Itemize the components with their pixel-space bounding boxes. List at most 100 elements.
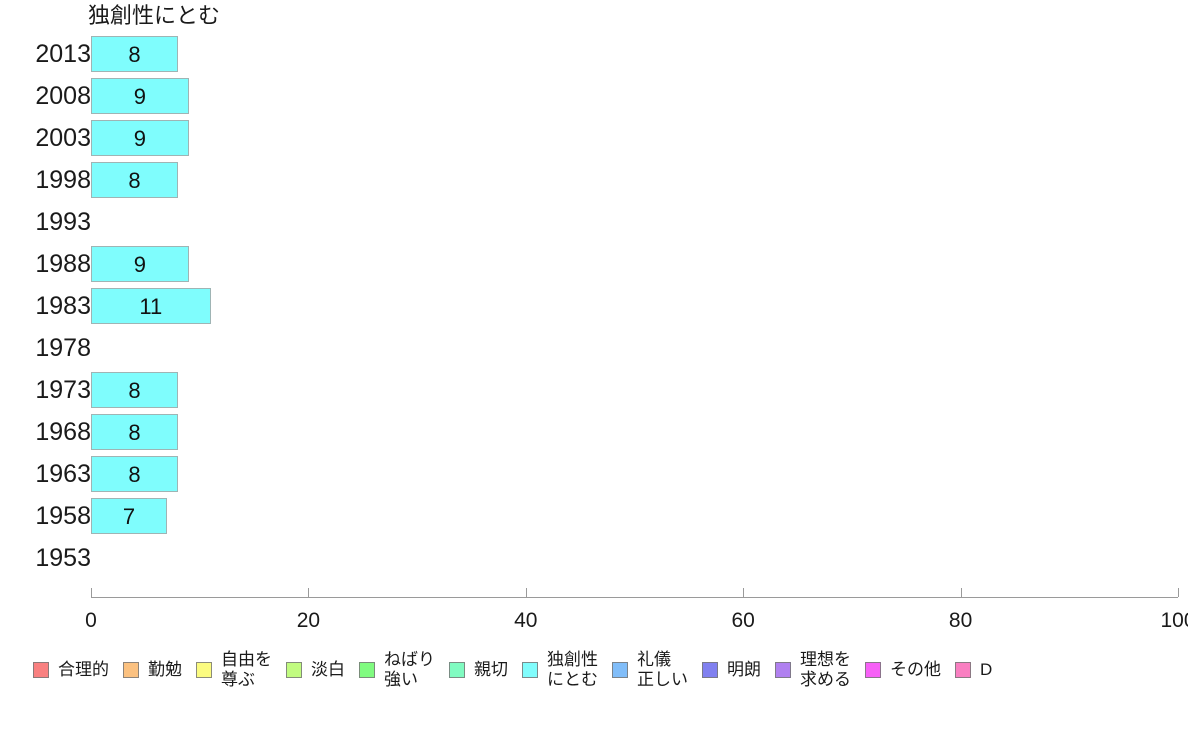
legend-swatch-icon — [955, 662, 971, 678]
bar-value-label: 8 — [128, 168, 141, 193]
y-axis-tick-label: 1978 — [35, 334, 91, 362]
bar[interactable]: 7 — [91, 498, 168, 534]
bar[interactable]: 9 — [91, 78, 189, 114]
x-axis-tick-label: 20 — [296, 609, 321, 632]
y-axis-tick-label: 1968 — [35, 418, 91, 446]
legend-swatch-icon — [123, 662, 139, 678]
bar-row: 2013 8 — [0, 33, 1188, 75]
legend-swatch-icon — [522, 662, 538, 678]
legend-item-label: 合理的 — [58, 660, 109, 679]
legend-item-label: 親切 — [474, 660, 508, 679]
x-axis-tick-label: 40 — [514, 609, 538, 632]
x-axis-tick — [960, 588, 962, 597]
legend-item[interactable]: 合理的 — [33, 660, 109, 680]
legend-item-label: 独創性 にとむ — [547, 650, 598, 689]
bar[interactable]: 9 — [91, 120, 189, 156]
y-axis-tick-label: 1993 — [35, 208, 91, 236]
x-axis-tick-label: 80 — [948, 609, 973, 632]
legend-item-label: 明朗 — [727, 660, 761, 679]
legend-item[interactable]: ねばり 強い — [359, 650, 435, 690]
bar-value-label: 7 — [122, 504, 136, 529]
x-axis-tick — [1178, 588, 1179, 597]
x-axis-tick — [743, 588, 745, 597]
bar-container: 8 — [91, 456, 178, 492]
bar-value-label: 8 — [128, 378, 141, 403]
legend-item[interactable]: 明朗 — [702, 660, 761, 680]
legend-item-label: D — [980, 660, 993, 679]
legend-swatch-icon — [449, 662, 465, 678]
legend-item-label: その他 — [890, 660, 941, 679]
bar[interactable]: 8 — [91, 414, 178, 450]
legend-item-label: ねばり 強い — [384, 650, 435, 689]
y-axis-tick-label: 1973 — [35, 376, 91, 404]
legend-swatch-icon — [196, 662, 212, 678]
legend-item-label: 淡白 — [311, 660, 345, 679]
chart-legend: 合理的 勤勉 自由を 尊ぶ 淡白 ねばり 強い 親切 独創性 にとむ 礼儀 正しい 明朗 理想を … — [0, 640, 1188, 700]
bar-value-label: 9 — [133, 252, 147, 277]
legend-item[interactable]: 親切 — [449, 660, 508, 680]
bar-value-label: 9 — [133, 126, 147, 151]
legend-swatch-icon — [286, 662, 302, 678]
legend-item[interactable]: その他 — [865, 660, 941, 680]
y-axis-tick-label: 1988 — [35, 250, 91, 278]
legend-item[interactable]: 自由を 尊ぶ — [196, 650, 272, 690]
legend-item[interactable]: 理想を 求める — [775, 650, 851, 690]
bar-row: 1998 8 — [0, 159, 1188, 201]
legend-swatch-icon — [865, 662, 881, 678]
x-axis-tick — [308, 588, 310, 597]
bar[interactable]: 8 — [91, 162, 178, 198]
x-axis-tick-label: 60 — [731, 609, 755, 632]
bar-row: 1973 8 — [0, 369, 1188, 411]
legend-swatch-icon — [33, 662, 49, 678]
legend-item[interactable]: 礼儀 正しい — [612, 650, 688, 690]
bar-row: 2003 9 — [0, 117, 1188, 159]
bar-container: 9 — [91, 120, 189, 156]
bar-row: 1958 7 — [0, 495, 1188, 537]
y-axis-tick-label: 1953 — [35, 544, 91, 572]
bar-container: 8 — [91, 36, 178, 72]
legend-item-label: 礼儀 正しい — [637, 650, 688, 689]
y-axis-tick-label: 2008 — [35, 82, 91, 110]
x-axis-tick — [525, 588, 527, 597]
legend-item[interactable]: 独創性 にとむ — [522, 650, 598, 690]
bar-row: 1953 — [0, 537, 1188, 579]
y-axis-tick-label: 2003 — [35, 124, 91, 152]
y-axis-tick-label: 1963 — [35, 460, 91, 488]
legend-item-label: 勤勉 — [148, 660, 182, 679]
legend-swatch-icon — [612, 662, 628, 678]
bar-container: 7 — [91, 498, 168, 534]
bar[interactable]: 9 — [91, 246, 189, 282]
y-axis-tick-label: 2013 — [35, 40, 91, 68]
bar-value-label: 9 — [133, 84, 147, 109]
bar-row: 1988 9 — [0, 243, 1188, 285]
bar-container: 8 — [91, 372, 178, 408]
legend-item-label: 自由を 尊ぶ — [221, 650, 272, 689]
bar-container: 9 — [91, 78, 189, 114]
x-axis: 0 20 40 60 80 100 — [85, 588, 1188, 632]
legend-item-label: 理想を 求める — [800, 650, 851, 689]
bar-container: 8 — [91, 414, 178, 450]
legend-item[interactable]: 勤勉 — [123, 660, 182, 680]
y-axis-tick-label: 1983 — [35, 292, 91, 320]
bar-row: 1963 8 — [0, 453, 1188, 495]
bar-row: 2008 9 — [0, 75, 1188, 117]
legend-swatch-icon — [702, 662, 718, 678]
bar[interactable]: 8 — [91, 36, 178, 72]
bar-row: 1983 11 — [0, 285, 1188, 327]
legend-item[interactable]: 淡白 — [286, 660, 345, 680]
bar-row: 1968 8 — [0, 411, 1188, 453]
bar[interactable]: 11 — [91, 288, 211, 324]
bar-container: 8 — [91, 162, 178, 198]
legend-item[interactable]: D — [955, 660, 992, 680]
x-axis-tick — [91, 588, 92, 597]
bar-container: 9 — [91, 246, 189, 282]
y-axis-tick-label: 1998 — [35, 166, 91, 194]
bar[interactable]: 8 — [91, 456, 178, 492]
bar[interactable]: 8 — [91, 372, 178, 408]
x-axis-tick-label: 100 — [1160, 609, 1188, 632]
bar-value-label: 11 — [139, 294, 163, 319]
plot-area: 2013 8 2008 9 2003 9 1998 8 1993 1988 9 1983 11 1978 1… — [0, 33, 1188, 593]
bar-container: 11 — [91, 288, 211, 324]
y-axis-tick-label: 1958 — [35, 502, 91, 530]
